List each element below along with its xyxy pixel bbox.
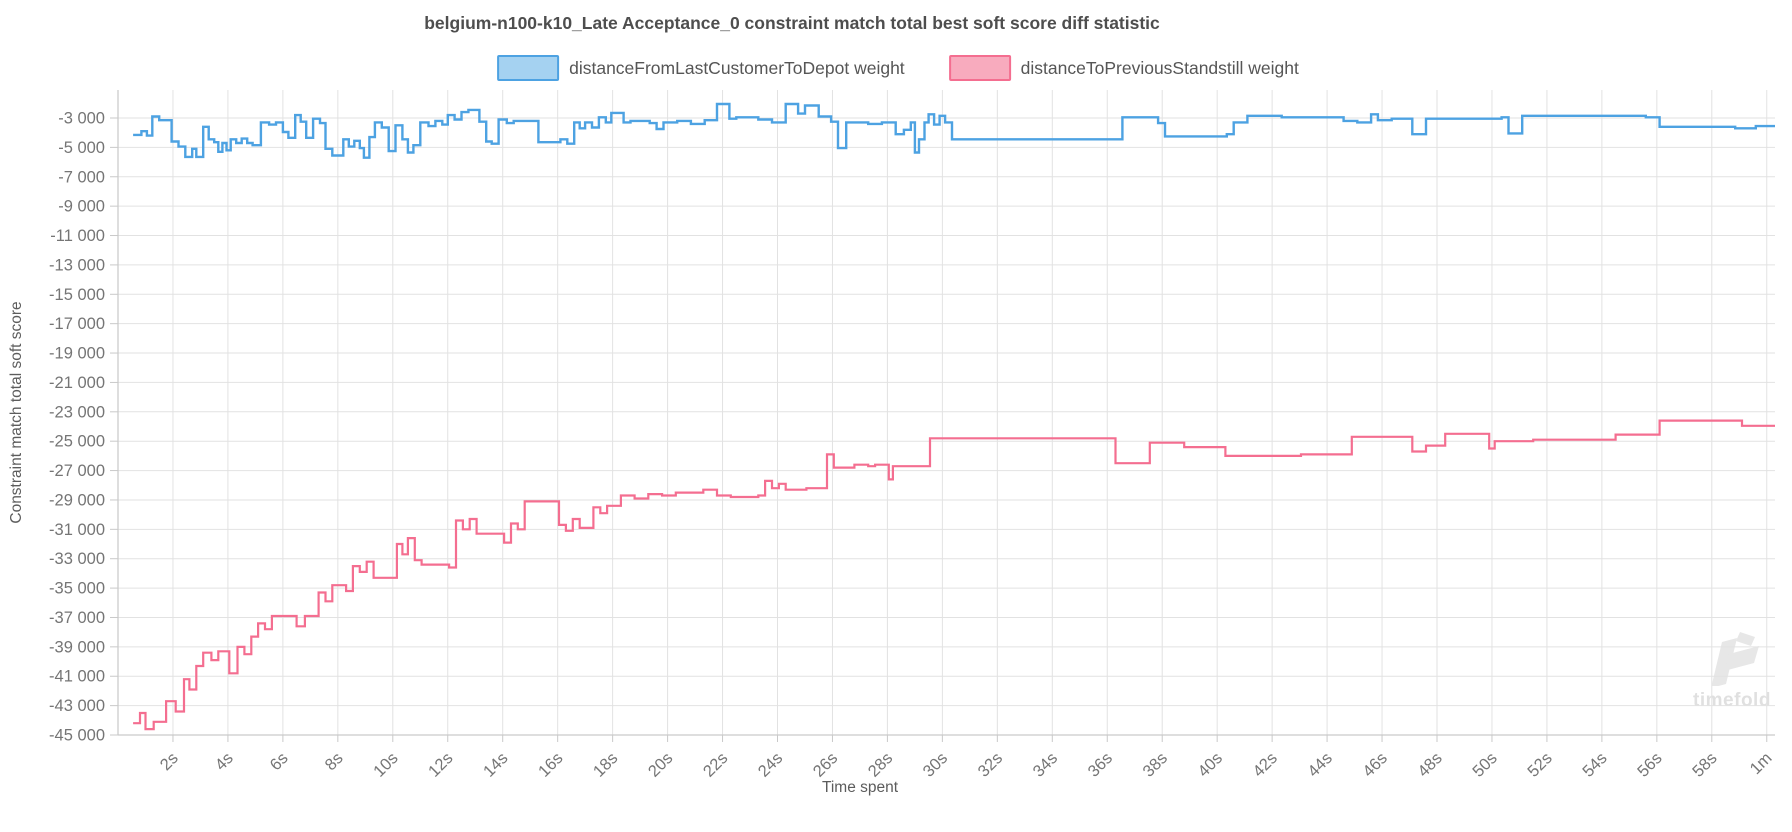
y-tick-label: -3 000 [58,110,105,128]
x-tick-label: 24s [755,749,787,781]
chart-legend: distanceFromLastCustomerToDepot weight d… [497,55,1299,81]
legend-label: distanceToPreviousStandstill weight [1020,57,1299,78]
x-tick-label: 38s [1139,749,1171,781]
x-tick-label: 36s [1085,749,1117,781]
y-tick-label: -9 000 [58,198,105,216]
y-tick-label: -39 000 [49,638,105,656]
x-tick-label: 4s [212,749,237,774]
x-tick-label: 8s [322,749,347,774]
x-tick-label: 18s [590,749,622,781]
x-tick-label: 10s [370,749,402,781]
x-tick-label: 28s [865,749,897,781]
series-lines [133,102,1775,731]
series-line-1 [133,419,1775,731]
x-tick-label: 56s [1634,749,1666,781]
y-tick-label: -45 000 [49,727,105,745]
y-tick-label: -25 000 [49,433,105,451]
tick-labels: -3 000 -5 000 -7 000 -9 000 -11 000 -13 000 -1… [8,110,1776,797]
series-line-0 [133,102,1775,159]
x-tick-label: 6s [267,749,292,774]
y-tick-label: -35 000 [49,580,105,598]
y-tick-label: -31 000 [49,521,105,539]
y-tick-label: -11 000 [50,227,105,245]
y-tick-label: -23 000 [49,403,105,421]
timefold-logo-icon [1711,632,1759,686]
legend-swatch-pink [948,55,1011,81]
y-tick-label: -7 000 [58,168,105,186]
x-tick-label: 34s [1030,749,1062,781]
legend-item-distance-from-last-customer[interactable]: distanceFromLastCustomerToDepot weight [497,55,905,81]
y-tick-label: -17 000 [49,315,105,333]
legend-swatch-blue [497,55,560,81]
x-tick-label: 2s [157,749,182,774]
x-tick-label: 52s [1524,749,1556,781]
y-tick-label: -37 000 [49,609,105,627]
y-tick-label: -13 000 [49,256,105,274]
legend-label: distanceFromLastCustomerToDepot weight [569,57,905,78]
y-tick-label: -21 000 [49,374,105,392]
y-tick-label: -15 000 [49,286,105,304]
y-tick-label: -41 000 [49,668,105,686]
y-axis-title: Constraint match total soft score [8,301,25,523]
x-tick-label: 40s [1194,749,1226,781]
y-tick-label: -27 000 [49,462,105,480]
y-tick-label: -29 000 [49,491,105,509]
x-tick-label: 32s [975,749,1007,781]
x-axis-title: Time spent [822,779,899,796]
x-tick-label: 50s [1469,749,1501,781]
x-tick-label: 1m [1747,749,1776,778]
chart-title: belgium-n100-k10_Late Acceptance_0 const… [424,13,1160,33]
axis-lines [110,90,1775,742]
y-tick-label: -19 000 [49,345,105,363]
y-tick-label: -43 000 [49,697,105,715]
x-tick-label: 42s [1249,749,1281,781]
x-tick-label: 20s [645,749,677,781]
x-tick-label: 12s [425,749,457,781]
x-tick-label: 26s [810,749,842,781]
x-tick-label: 44s [1304,749,1336,781]
x-tick-label: 30s [920,749,952,781]
x-tick-label: 14s [480,749,512,781]
x-tick-label: 46s [1359,749,1391,781]
x-tick-label: 16s [535,749,567,781]
y-tick-label: -33 000 [49,550,105,568]
gridlines [118,90,1775,736]
x-tick-label: 58s [1689,749,1721,781]
x-tick-label: 22s [700,749,732,781]
legend-item-distance-to-previous-standstill[interactable]: distanceToPreviousStandstill weight [948,55,1299,81]
y-tick-label: -5 000 [58,139,105,157]
x-tick-label: 54s [1579,749,1611,781]
x-tick-label: 48s [1414,749,1446,781]
